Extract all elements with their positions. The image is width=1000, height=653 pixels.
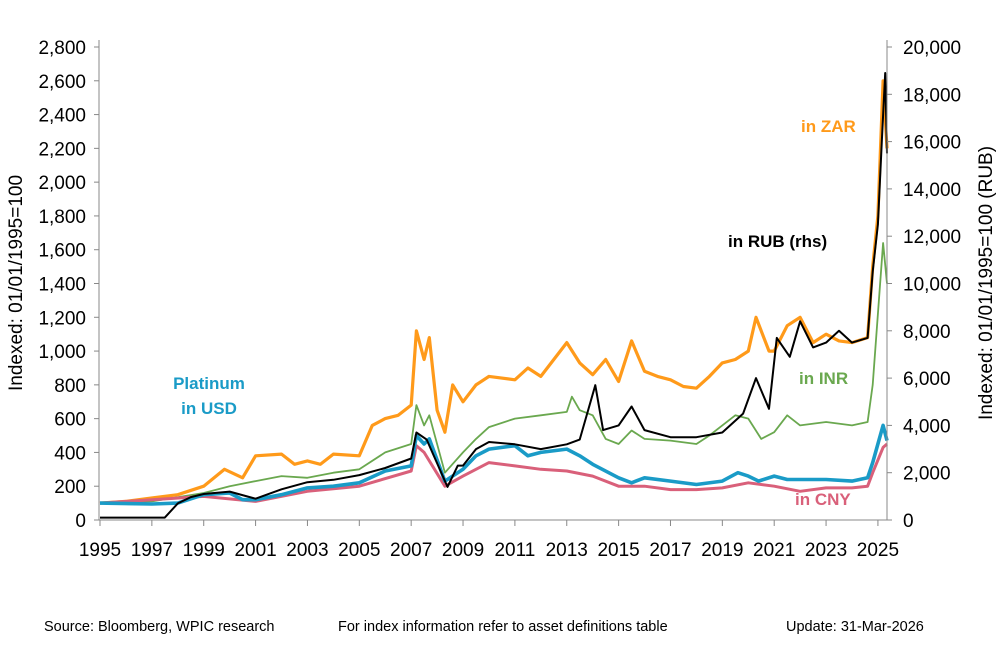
x-tick-label: 2013: [546, 540, 588, 561]
x-tick-label: 1999: [183, 540, 225, 561]
y-axis-label-left: Indexed: 01/01/1995=100: [6, 175, 27, 391]
x-tick-label: 2021: [753, 540, 795, 561]
y-tick-label-right: 12,000: [903, 227, 961, 248]
x-tick-label: 2011: [494, 540, 535, 561]
y-tick-label-right: 18,000: [903, 85, 961, 106]
y-tick-label-left: 1,600: [38, 241, 86, 262]
y-tick-label-left: 200: [54, 477, 86, 498]
series-label-inr: in INR: [799, 369, 848, 388]
x-tick-label: 2017: [649, 540, 691, 561]
y-tick-label-left: 2,800: [38, 38, 86, 59]
x-tick-label: 1997: [131, 540, 173, 561]
plot-area: [99, 72, 889, 519]
y-tick-label-right: 14,000: [903, 180, 961, 201]
y-tick-label-right: 2,000: [903, 464, 951, 485]
footer-source: Source: Bloomberg, WPIC research: [44, 619, 274, 635]
y-tick-label-right: 20,000: [903, 38, 961, 59]
x-tick-label: 2009: [442, 540, 484, 561]
x-tick-label: 2019: [701, 540, 743, 561]
x-tick-label: 2015: [597, 540, 639, 561]
y-tick-label-right: 4,000: [903, 416, 951, 437]
y-tick-label-left: 0: [75, 511, 86, 532]
series-label-zar: in ZAR: [801, 117, 856, 136]
y-tick-label-left: 1,200: [38, 308, 86, 329]
series-line-in-cny: [99, 442, 888, 505]
y-axis-label-right: Indexed: 01/01/1995=100 (RUB): [976, 146, 997, 420]
x-tick-label: 2025: [857, 540, 899, 561]
series-line-in-zar: [99, 79, 889, 505]
y-tick-label-left: 1,400: [38, 275, 86, 296]
y-tick-label-right: 6,000: [903, 369, 951, 390]
series-label-cny: in CNY: [795, 490, 851, 509]
y-tick-label-right: 16,000: [903, 133, 961, 154]
y-tick-label-left: 1,800: [38, 207, 86, 228]
x-tick-label: 1995: [79, 540, 121, 561]
series-line-platinum-in-usd: [99, 423, 889, 506]
y-tick-label-left: 2,600: [38, 72, 86, 93]
y-tick-label-left: 1,000: [38, 342, 86, 363]
x-tick-label: 2023: [805, 540, 847, 561]
y-tick-label-left: 400: [54, 443, 86, 464]
y-tick-label-right: 0: [903, 511, 914, 532]
x-tick-label: 2007: [390, 540, 432, 561]
y-tick-label-right: 8,000: [903, 322, 951, 343]
y-tick-label-left: 2,200: [38, 139, 86, 160]
y-tick-label-right: 10,000: [903, 275, 961, 296]
series-label-rub: in RUB (rhs): [728, 232, 827, 251]
y-tick-label-left: 800: [54, 376, 86, 397]
x-tick-label: 2005: [338, 540, 380, 561]
y-tick-label-left: 2,000: [38, 173, 86, 194]
footer-update: Update: 31-Mar-2026: [786, 619, 924, 635]
series-line-in-inr: [99, 242, 888, 504]
y-tick-label-left: 600: [54, 410, 86, 431]
y-tick-label-left: 2,400: [38, 106, 86, 127]
x-tick-label: 2003: [286, 540, 328, 561]
x-tick-label: 2001: [234, 540, 276, 561]
series-line-in-rub-rhs: [100, 72, 888, 519]
footer-note: For index information refer to asset def…: [338, 619, 668, 635]
series-label-usd: Platinum in USD: [173, 374, 245, 418]
